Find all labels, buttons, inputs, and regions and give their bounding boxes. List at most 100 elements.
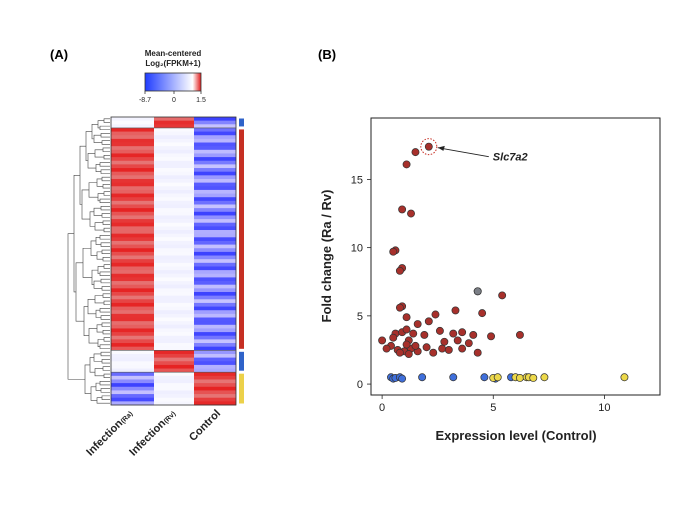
- data-point: [449, 373, 458, 382]
- heatmap-cell: [111, 281, 154, 286]
- dendrogram-branch: [101, 395, 110, 400]
- heatmap-cell: [111, 182, 154, 187]
- heatmap-cell: [154, 332, 194, 337]
- heatmap-cell: [194, 248, 236, 253]
- data-point: [424, 317, 433, 326]
- heatmap-cell: [111, 346, 154, 351]
- data-point: [409, 329, 418, 338]
- heatmap-cell: [111, 251, 154, 256]
- column-label-rv-sub: (Rv): [163, 410, 178, 425]
- heatmap-cell: [194, 364, 236, 369]
- heatmap-cell: [194, 244, 236, 249]
- heatmap-cell: [154, 164, 194, 169]
- heatmap-cell: [194, 219, 236, 224]
- heatmap-cell: [154, 259, 194, 264]
- heatmap-border: [110, 116, 237, 406]
- data-point: [398, 374, 407, 383]
- heatmap-cell: [194, 233, 236, 238]
- heatmap-cell: [154, 375, 194, 380]
- column-label-ra-main: Infection: [84, 417, 125, 458]
- heatmap-cell: [154, 153, 194, 158]
- heatmap-cell: [194, 295, 236, 300]
- heatmap-cell: [111, 171, 154, 176]
- heatmap-cell: [154, 313, 194, 318]
- dendrogram-branch: [99, 308, 110, 313]
- heatmap-cell: [111, 117, 154, 122]
- data-point: [529, 373, 538, 382]
- heatmap-cell: [154, 160, 194, 165]
- heatmap-cell: [154, 244, 194, 249]
- heatmap-cell: [154, 295, 194, 300]
- heatmap-cell: [154, 302, 194, 307]
- x-axis-title: Expression level (Control): [435, 428, 596, 443]
- heatmap-cell: [154, 233, 194, 238]
- column-label-rv-main: Infection: [127, 417, 168, 458]
- heatmap-cell: [154, 397, 194, 402]
- dendrogram-branch: [82, 247, 92, 278]
- heatmap-cell: [154, 288, 194, 293]
- heatmap-cell: [111, 178, 154, 184]
- heatmap-cell: [194, 372, 236, 377]
- heatmap-cell: [111, 375, 154, 380]
- heatmap-cell: [194, 262, 236, 267]
- heatmap-cell: [154, 277, 194, 282]
- heatmap-cell: [194, 200, 236, 205]
- heatmap-cell: [111, 138, 154, 143]
- heatmap-cell: [194, 153, 236, 158]
- heatmap-cell: [194, 328, 236, 333]
- heatmap-cell: [154, 324, 194, 329]
- heatmap-cell: [194, 357, 236, 362]
- data-point: [389, 247, 398, 256]
- heatmap-cell: [111, 204, 154, 209]
- heatmap-cell: [154, 251, 194, 256]
- heatmap-cell: [111, 230, 154, 235]
- dendrogram-branch: [73, 175, 80, 293]
- heatmap-cell: [154, 208, 194, 213]
- data-point: [435, 326, 444, 335]
- heatmap-cell: [154, 364, 194, 369]
- heatmap-cell: [154, 299, 194, 304]
- heatmap-cell: [194, 171, 236, 176]
- heatmap-cell: [111, 361, 154, 366]
- heatmap-cell: [154, 240, 194, 245]
- legend-title-line2: Log₂(FPKM+1): [145, 59, 201, 68]
- heatmap-cell: [111, 339, 154, 344]
- dendrogram-branch: [94, 222, 104, 231]
- heatmap-cell: [111, 197, 154, 202]
- x-tick-label: 0: [379, 402, 385, 414]
- data-point: [493, 373, 502, 382]
- dendrogram-branch: [97, 266, 104, 275]
- data-point: [480, 373, 489, 382]
- heatmap-cell: [194, 383, 236, 388]
- heatmap-cell: [154, 197, 194, 202]
- heatmap-cell: [111, 259, 154, 264]
- heatmap-cell: [194, 284, 236, 289]
- heatmap-cell: [194, 310, 236, 315]
- dendrogram-branch: [99, 125, 110, 131]
- heatmap-cell: [111, 248, 154, 253]
- dendrogram-branch: [103, 118, 110, 123]
- heatmap-cell: [154, 226, 194, 231]
- heatmap-cell: [154, 230, 194, 235]
- heatmap-cell: [111, 394, 154, 399]
- heatmap-cell: [194, 168, 236, 173]
- heatmap-cell: [111, 321, 154, 326]
- dendrogram-branch: [99, 344, 110, 349]
- heatmap-cell: [154, 204, 194, 209]
- heatmap-cell: [111, 160, 154, 165]
- heatmap-cell: [154, 149, 194, 154]
- heatmap-cell: [194, 273, 236, 278]
- dendrogram-branch: [99, 271, 110, 276]
- data-point: [418, 373, 427, 382]
- heatmap-cell: [111, 175, 154, 180]
- cluster-bar-segment: [239, 351, 244, 371]
- scatter-points: [378, 142, 629, 383]
- dendrogram-branch: [101, 359, 110, 364]
- heatmap-cell: [194, 230, 236, 235]
- heatmap-cell: [194, 251, 236, 256]
- data-point: [438, 344, 447, 353]
- heatmap-cell: [194, 197, 236, 202]
- heatmap-cell: [154, 335, 194, 340]
- heatmap-cell: [111, 142, 154, 147]
- heatmap-cell: [194, 193, 236, 198]
